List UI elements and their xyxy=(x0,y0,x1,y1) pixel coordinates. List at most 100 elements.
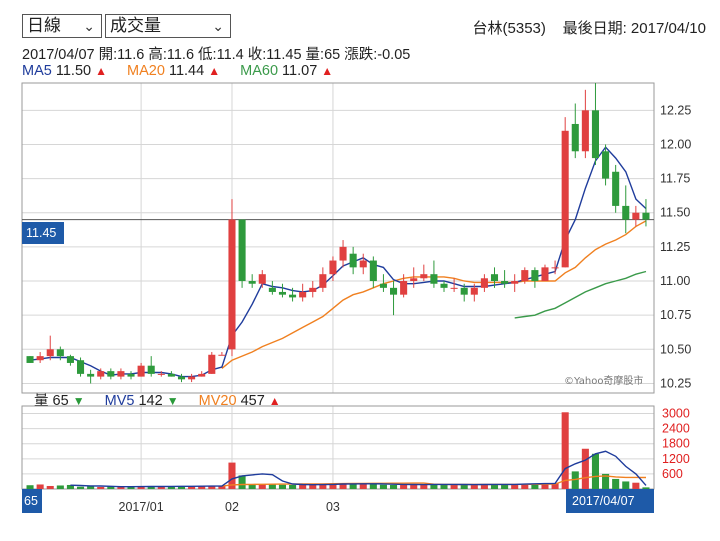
indicator-select-value: 成交量 xyxy=(110,16,161,35)
candle-down xyxy=(177,376,186,380)
up-triangle-icon: ▲ xyxy=(95,64,107,78)
volume-bar xyxy=(177,486,186,489)
mv20-value: 457 xyxy=(240,393,265,409)
volume-value: 65 xyxy=(324,47,341,63)
volume-bar xyxy=(490,483,499,489)
chevron-down-icon: ⌄ xyxy=(212,18,224,34)
candle-down xyxy=(268,287,276,292)
price-tick-label: 10.50 xyxy=(660,342,691,356)
indicator-select[interactable]: 成交量 ⌄ xyxy=(105,14,231,38)
candle-up xyxy=(470,287,478,295)
volume-bar xyxy=(299,484,307,489)
price-tick-label: 12.00 xyxy=(660,137,691,151)
volume-bar xyxy=(127,486,135,489)
volume-tick-label: 1200 xyxy=(662,452,690,466)
candle-down xyxy=(369,260,377,282)
candle-down xyxy=(107,371,115,377)
volume-bar xyxy=(622,481,630,489)
volume-bar xyxy=(87,486,95,489)
volume-bar xyxy=(339,483,347,489)
volume-badge: 65 xyxy=(22,489,42,513)
stock-info: 台林(5353) 最後日期: 2017/04/10 xyxy=(473,17,706,38)
volume-badge-bg xyxy=(22,489,42,513)
volume-bar xyxy=(521,483,529,489)
volume-bar xyxy=(46,485,54,489)
down-triangle-icon: ▼ xyxy=(166,394,179,408)
ma20-label: MA20 xyxy=(127,63,165,79)
candle-down xyxy=(612,171,620,206)
volume-bar xyxy=(107,486,115,489)
candle-up xyxy=(561,130,569,268)
volume-bar xyxy=(400,484,408,489)
candle-up xyxy=(632,212,640,220)
watermark: ©Yahoo奇摩股市 xyxy=(564,374,643,387)
price-grid xyxy=(22,83,654,393)
volume-bar xyxy=(36,484,44,489)
reference-badge: 11.45 xyxy=(22,222,64,244)
close-value: 11.45 xyxy=(266,47,302,63)
volume-bar xyxy=(157,486,165,489)
up-triangle-icon: ▲ xyxy=(208,64,221,78)
x-tick-label: 2017/01 xyxy=(119,500,164,514)
x-tick-label: 03 xyxy=(326,500,340,514)
ma60-label: MA60 xyxy=(240,63,279,79)
volume-tick-label: 600 xyxy=(662,467,683,481)
ma60-legend: MA60 11.07 ▲ xyxy=(240,63,333,79)
price-tick-label: 12.25 xyxy=(660,103,691,117)
ma-legend: MA5 11.50 ▲ MA20 11.44 ▲ MA60 11.07 ▲ xyxy=(22,63,349,79)
price-tick-label: 10.25 xyxy=(660,376,691,390)
volume-bar xyxy=(258,483,266,489)
candle-down xyxy=(147,365,155,374)
candle-down xyxy=(531,270,539,282)
candle-up xyxy=(299,291,307,298)
volume-bar xyxy=(541,483,549,489)
volume-bar xyxy=(278,484,287,489)
candle-up xyxy=(319,274,327,288)
down-triangle-icon: ▼ xyxy=(72,394,85,408)
period-select[interactable]: 日線 ⌄ xyxy=(22,14,102,38)
volume-bar xyxy=(56,485,64,489)
candle-up xyxy=(420,274,428,279)
volume-bar xyxy=(389,484,398,489)
close-label: 收: xyxy=(247,47,267,63)
candle-down xyxy=(66,356,74,363)
candle-up xyxy=(359,260,367,268)
candle-up xyxy=(339,246,347,261)
mv20-legend-item: MV20 457 ▲ xyxy=(199,393,281,409)
volume-tick-label: 1800 xyxy=(662,437,690,451)
volume-bar xyxy=(642,487,650,489)
ma5-line xyxy=(29,146,647,378)
ohlc-date: 2017/04/07 xyxy=(22,47,95,63)
candle-down xyxy=(76,360,85,374)
candle-up xyxy=(198,373,206,377)
volume-bar xyxy=(248,483,256,489)
volume-bar xyxy=(289,484,297,489)
volume-bar xyxy=(329,483,337,489)
reference-badge-text: 11.45 xyxy=(26,226,56,240)
candle-up xyxy=(117,371,125,377)
volume-label: 量: xyxy=(305,47,325,63)
volume-bar xyxy=(430,483,438,489)
mv5-legend-item: MV5 142 ▼ xyxy=(105,393,183,409)
open-value: 11.6 xyxy=(117,47,145,63)
volume-badge-text: 65 xyxy=(24,494,38,508)
volume-bar xyxy=(188,486,196,489)
volume-bar xyxy=(470,484,478,489)
volume-bar xyxy=(420,484,428,489)
candle-up xyxy=(258,274,266,284)
candle-up xyxy=(188,376,196,380)
candlesticks xyxy=(26,83,650,384)
candle-down xyxy=(602,151,610,179)
volume-bar xyxy=(612,478,620,489)
volume-bar xyxy=(480,484,488,489)
volume-bar xyxy=(602,473,610,489)
candle-up xyxy=(36,356,44,361)
volume-bar xyxy=(137,486,145,489)
volume-tick-label: 3000 xyxy=(662,407,690,421)
candle-up xyxy=(480,278,488,288)
ma60-line xyxy=(514,270,647,319)
volume-bar xyxy=(591,453,600,489)
candle-up xyxy=(521,270,529,282)
